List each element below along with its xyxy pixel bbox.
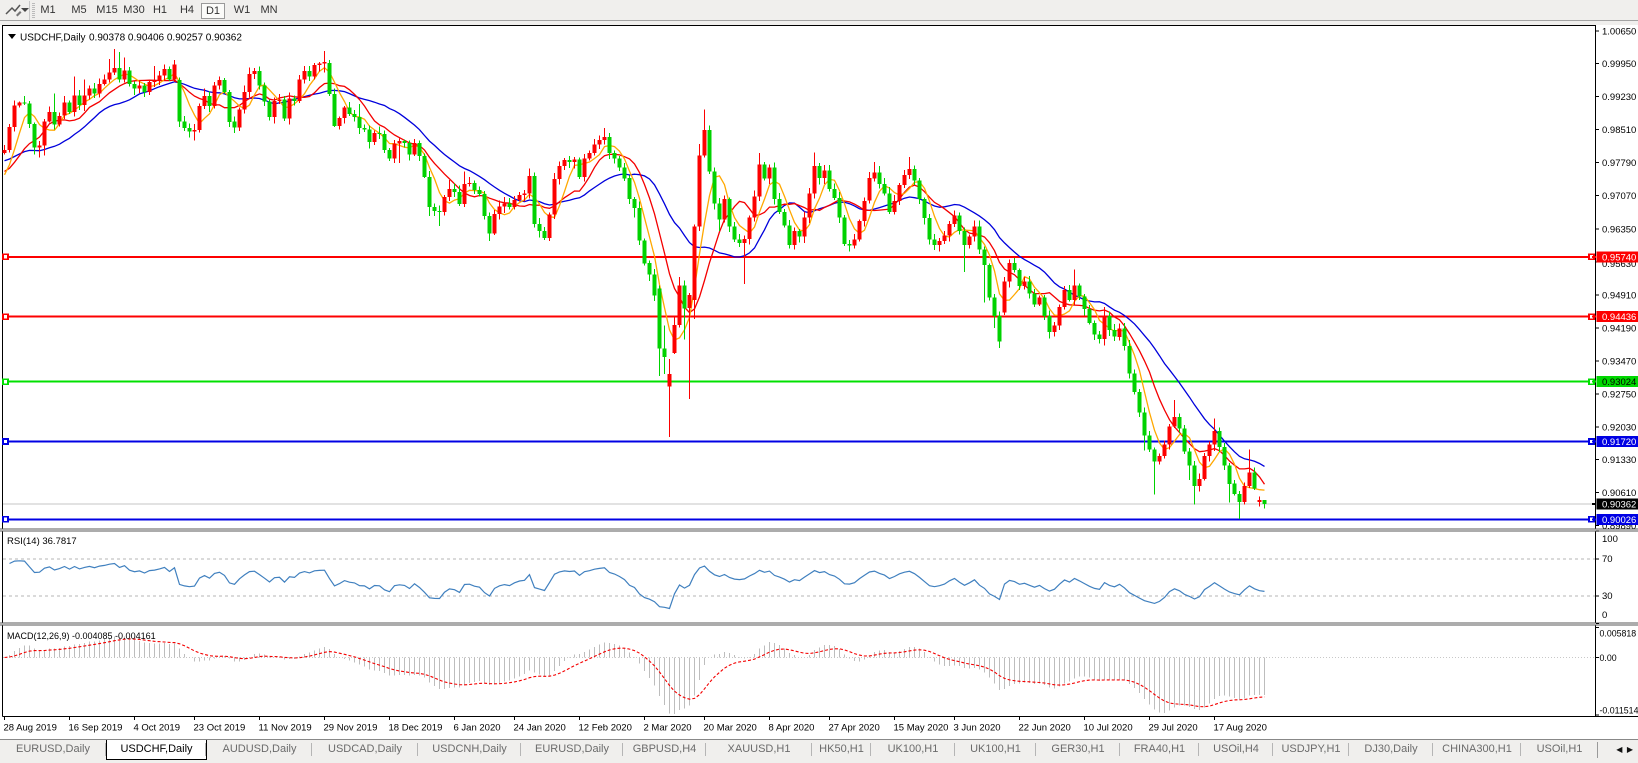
svg-text:0.90378 0.90406 0.90257 0.9036: 0.90378 0.90406 0.90257 0.90362 [89, 33, 242, 44]
svg-text:0.97070: 0.97070 [1602, 191, 1636, 202]
svg-text:24 Jan 2020: 24 Jan 2020 [514, 723, 566, 734]
svg-text:0.94190: 0.94190 [1602, 324, 1636, 335]
svg-text:0.00: 0.00 [1600, 653, 1617, 663]
svg-text:100: 100 [1602, 534, 1618, 545]
svg-text:0.92750: 0.92750 [1602, 390, 1636, 401]
svg-text:16 Sep 2019: 16 Sep 2019 [69, 723, 123, 734]
svg-text:0.99950: 0.99950 [1602, 59, 1636, 70]
svg-text:0.90362: 0.90362 [1602, 499, 1636, 510]
svg-text:15 May 2020: 15 May 2020 [894, 723, 949, 734]
svg-text:2 Mar 2020: 2 Mar 2020 [644, 723, 692, 734]
svg-text:0.91720: 0.91720 [1602, 437, 1636, 448]
svg-text:4 Oct 2019: 4 Oct 2019 [134, 723, 180, 734]
svg-text:0.93024: 0.93024 [1602, 377, 1636, 388]
svg-text:USDCHF,Daily: USDCHF,Daily [20, 33, 86, 44]
svg-text:0.96350: 0.96350 [1602, 224, 1636, 235]
svg-text:10 Jul 2020: 10 Jul 2020 [1084, 723, 1133, 734]
svg-text:29 Nov 2019: 29 Nov 2019 [324, 723, 378, 734]
svg-text:0.005818: 0.005818 [1600, 628, 1637, 638]
svg-text:RSI(14) 36.7817: RSI(14) 36.7817 [7, 536, 77, 547]
svg-text:1.00650: 1.00650 [1602, 27, 1636, 38]
svg-text:0.95740: 0.95740 [1602, 252, 1636, 263]
svg-text:0.90610: 0.90610 [1602, 488, 1636, 499]
svg-text:0.99230: 0.99230 [1602, 92, 1636, 103]
svg-text:0.92030: 0.92030 [1602, 423, 1636, 434]
svg-text:27 Apr 2020: 27 Apr 2020 [829, 723, 880, 734]
svg-text:-0.011514: -0.011514 [1600, 706, 1638, 716]
svg-text:29 Jul 2020: 29 Jul 2020 [1149, 723, 1198, 734]
svg-text:70: 70 [1602, 554, 1613, 565]
svg-text:30: 30 [1602, 591, 1613, 602]
svg-text:0: 0 [1602, 610, 1607, 621]
svg-text:12 Feb 2020: 12 Feb 2020 [579, 723, 632, 734]
svg-text:11 Nov 2019: 11 Nov 2019 [259, 723, 312, 734]
svg-text:20 Mar 2020: 20 Mar 2020 [704, 723, 757, 734]
svg-text:0.94910: 0.94910 [1602, 290, 1636, 301]
svg-text:3 Jun 2020: 3 Jun 2020 [954, 723, 1001, 734]
svg-text:0.91330: 0.91330 [1602, 455, 1636, 466]
svg-text:28 Aug 2019: 28 Aug 2019 [4, 723, 57, 734]
svg-text:17 Aug 2020: 17 Aug 2020 [1214, 723, 1267, 734]
svg-text:6 Jan 2020: 6 Jan 2020 [454, 723, 501, 734]
svg-text:0.90026: 0.90026 [1602, 515, 1636, 526]
svg-text:18 Dec 2019: 18 Dec 2019 [389, 723, 443, 734]
svg-text:23 Oct 2019: 23 Oct 2019 [194, 723, 246, 734]
svg-text:0.98510: 0.98510 [1602, 125, 1636, 136]
svg-text:MACD(12,26,9) -0.004085 -0.004: MACD(12,26,9) -0.004085 -0.004161 [7, 631, 156, 641]
svg-text:0.89890: 0.89890 [1602, 521, 1636, 532]
svg-text:0.93470: 0.93470 [1602, 357, 1636, 368]
svg-text:22 Jun 2020: 22 Jun 2020 [1019, 723, 1071, 734]
svg-text:0.95630: 0.95630 [1602, 259, 1636, 270]
svg-text:0.94436: 0.94436 [1602, 312, 1636, 323]
svg-text:8 Apr 2020: 8 Apr 2020 [769, 723, 815, 734]
svg-text:0.97790: 0.97790 [1602, 158, 1636, 169]
